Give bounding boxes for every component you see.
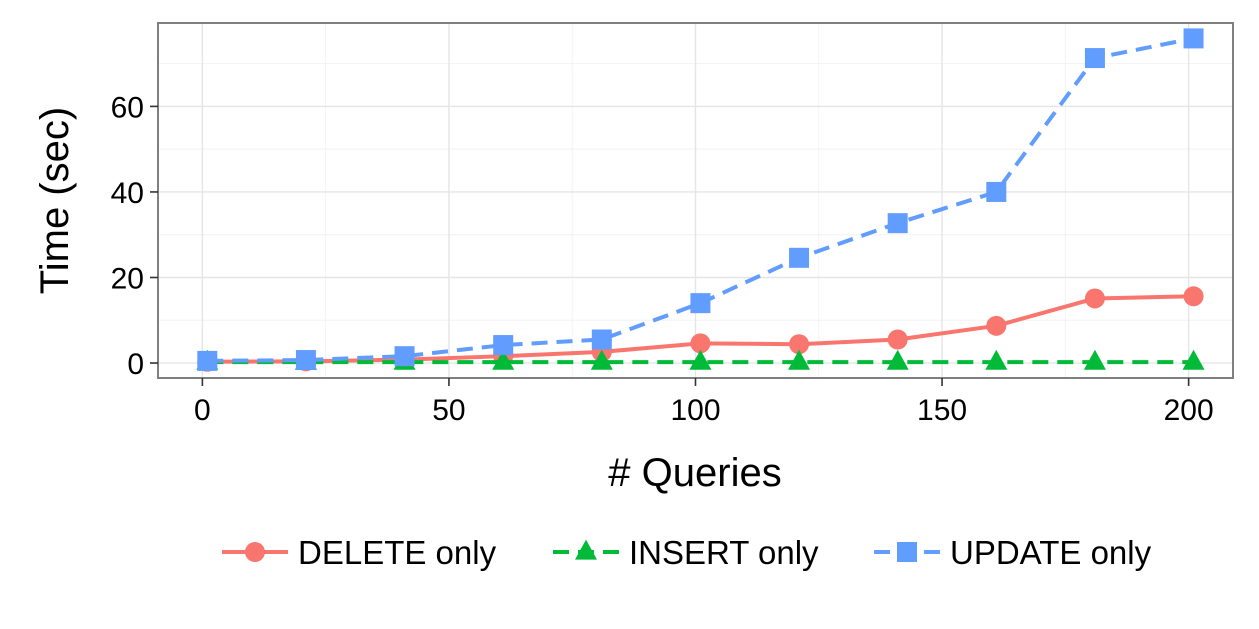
legend-label-insert-only: INSERT only bbox=[629, 534, 819, 571]
y-axis-title: Time (sec) bbox=[33, 107, 77, 294]
x-tick-label: 200 bbox=[1164, 394, 1214, 427]
legend-label-update-only: UPDATE only bbox=[950, 534, 1152, 571]
series-layer bbox=[196, 28, 1205, 372]
data-point-update-only bbox=[394, 346, 415, 367]
x-tick-label: 0 bbox=[194, 394, 211, 427]
data-point-insert-only bbox=[590, 349, 613, 370]
data-point-update-only bbox=[295, 350, 316, 371]
data-point-update-only bbox=[690, 293, 711, 314]
data-point-delete-only bbox=[986, 315, 1007, 336]
data-point-insert-only bbox=[1182, 349, 1205, 370]
data-point-insert-only bbox=[492, 349, 515, 370]
data-point-delete-only bbox=[1084, 288, 1105, 309]
legend-key-marker-delete-only bbox=[245, 542, 265, 562]
y-tick-label: 0 bbox=[127, 348, 144, 381]
data-point-insert-only bbox=[689, 349, 712, 370]
legend: DELETE only INSERT only UPDATE only bbox=[222, 534, 1152, 571]
legend-key-marker-update-only bbox=[897, 542, 917, 562]
data-point-update-only bbox=[1084, 48, 1105, 69]
data-point-update-only bbox=[493, 335, 514, 356]
data-point-insert-only bbox=[985, 349, 1008, 370]
y-tick-label: 20 bbox=[111, 262, 144, 295]
axis-ticks bbox=[150, 105, 1190, 386]
data-point-update-only bbox=[789, 247, 810, 268]
x-tick-label: 150 bbox=[917, 394, 967, 427]
data-point-delete-only bbox=[690, 333, 711, 354]
x-tick-label: 100 bbox=[670, 394, 720, 427]
data-point-insert-only bbox=[788, 349, 811, 370]
data-point-update-only bbox=[986, 181, 1007, 202]
x-tick-label: 50 bbox=[432, 394, 465, 427]
data-point-update-only bbox=[887, 213, 908, 234]
data-point-update-only bbox=[197, 350, 218, 371]
legend-label-delete-only: DELETE only bbox=[298, 534, 497, 571]
data-point-delete-only bbox=[789, 334, 810, 355]
data-point-insert-only bbox=[1083, 349, 1106, 370]
y-tick-label: 40 bbox=[111, 177, 144, 210]
data-point-update-only bbox=[1183, 28, 1204, 49]
legend-key-marker-insert-only bbox=[575, 539, 597, 560]
x-axis-title: # Queries bbox=[608, 451, 781, 495]
tick-labels: 0 50 100 150 200 0 20 40 60 bbox=[111, 91, 1214, 427]
y-tick-label: 60 bbox=[111, 91, 144, 124]
data-point-delete-only bbox=[1183, 286, 1204, 307]
data-point-insert-only bbox=[886, 349, 909, 370]
data-point-update-only bbox=[591, 329, 612, 350]
data-point-delete-only bbox=[887, 329, 908, 350]
